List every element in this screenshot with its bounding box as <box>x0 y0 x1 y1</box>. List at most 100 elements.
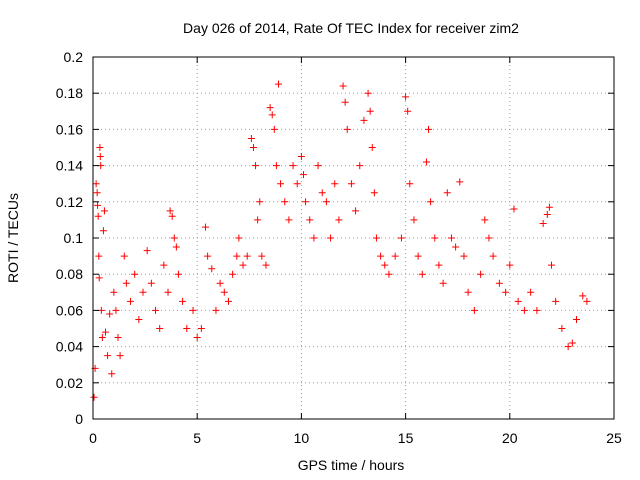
data-point <box>335 216 343 224</box>
data-point <box>197 325 205 332</box>
y-tick-label: 0.18 <box>56 85 83 101</box>
data-point <box>302 198 310 206</box>
data-point <box>372 234 380 242</box>
chart-title: Day 026 of 2014, Rate Of TEC Index for r… <box>183 20 519 36</box>
data-point <box>122 279 130 287</box>
data-point <box>572 315 580 323</box>
x-tick-label: 0 <box>89 430 97 446</box>
data-point <box>481 216 489 224</box>
data-point <box>306 216 314 224</box>
data-point <box>112 306 120 314</box>
data-point <box>262 261 270 269</box>
x-tick-label: 20 <box>502 430 518 446</box>
y-tick-label: 0.02 <box>56 375 83 391</box>
data-point <box>339 82 347 90</box>
data-point <box>452 243 460 251</box>
y-tick-label: 0.06 <box>56 302 83 318</box>
y-tick-label: 0.08 <box>56 266 83 282</box>
x-tick-label: 25 <box>606 430 622 446</box>
data-point <box>422 158 430 166</box>
data-point <box>266 104 274 112</box>
data-point <box>99 227 107 235</box>
data-point <box>127 297 135 305</box>
data-point <box>108 370 116 378</box>
data-point <box>477 270 485 278</box>
data-point <box>164 288 172 296</box>
data-point <box>293 180 301 188</box>
data-point <box>243 252 251 260</box>
data-point <box>131 270 139 278</box>
data-point <box>381 261 389 269</box>
data-point <box>183 325 191 332</box>
data-point <box>377 252 385 260</box>
y-tick-label: 0.16 <box>56 121 83 137</box>
data-point <box>514 297 522 305</box>
data-point <box>96 153 104 161</box>
data-point <box>96 144 104 151</box>
data-point <box>427 198 435 206</box>
data-point <box>299 171 307 179</box>
data-point <box>527 288 535 296</box>
data-point <box>341 98 349 106</box>
data-point <box>204 252 212 260</box>
data-point <box>356 162 364 170</box>
x-tick-label: 15 <box>398 430 414 446</box>
data-point <box>152 306 160 314</box>
data-point <box>100 207 108 215</box>
data-point <box>239 261 247 269</box>
data-point <box>106 310 114 318</box>
data-point <box>143 247 151 255</box>
data-point <box>552 297 560 305</box>
data-point <box>431 234 439 242</box>
grid <box>93 57 614 419</box>
data-point <box>366 107 374 115</box>
data-point <box>368 144 376 151</box>
x-tick-label: 10 <box>294 430 310 446</box>
data-point <box>110 288 118 296</box>
data-point <box>95 274 103 282</box>
data-point <box>272 162 280 170</box>
data-point <box>249 144 257 151</box>
data-point <box>208 265 216 273</box>
data-point <box>370 189 378 197</box>
data-point <box>402 93 410 101</box>
data-point <box>391 252 399 260</box>
data-point <box>170 234 178 242</box>
data-point <box>322 198 330 206</box>
data-point <box>397 234 405 242</box>
data-point <box>270 125 278 133</box>
data-point <box>97 306 105 314</box>
data-point <box>564 343 572 351</box>
data-point <box>327 234 335 242</box>
data-point <box>385 270 393 278</box>
data-point <box>95 252 103 260</box>
data-point <box>547 261 555 269</box>
data-point <box>439 279 447 287</box>
data-point <box>160 261 168 269</box>
x-tick-label: 5 <box>193 430 201 446</box>
data-point <box>174 270 182 278</box>
data-point <box>447 234 455 242</box>
data-point <box>258 252 266 260</box>
data-point <box>360 116 368 124</box>
y-tick-label: 0.1 <box>64 230 84 246</box>
data-point <box>502 288 510 296</box>
data-point <box>520 306 528 314</box>
data-point <box>318 189 326 197</box>
data-point <box>495 279 503 287</box>
data-point <box>254 216 262 224</box>
data-point <box>94 201 102 209</box>
data-point <box>443 189 451 197</box>
data-point <box>114 334 122 342</box>
data-point <box>418 270 426 278</box>
data-point <box>172 243 180 251</box>
data-point <box>506 261 514 269</box>
data-point <box>364 89 372 97</box>
y-tick-label: 0.14 <box>56 158 83 174</box>
data-point <box>281 198 289 206</box>
data-point <box>156 325 164 332</box>
data-point <box>425 125 433 133</box>
data-point <box>274 80 282 88</box>
data-point <box>414 252 422 260</box>
